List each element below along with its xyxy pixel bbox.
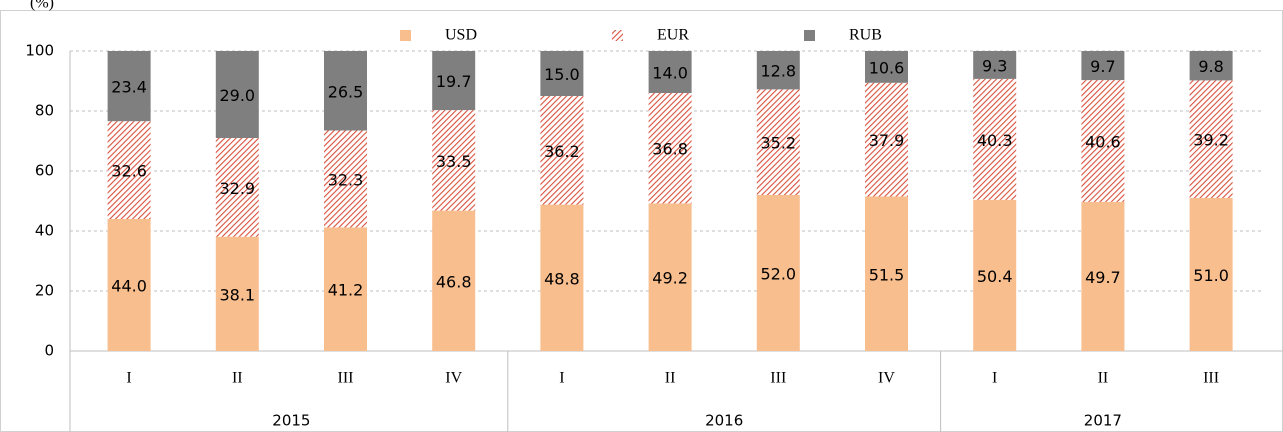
data-label: 49.2: [652, 269, 688, 288]
legend-label: EUR: [657, 27, 689, 44]
legend-swatch: [804, 30, 815, 41]
data-label: 50.4: [977, 267, 1013, 286]
legend-label: USD: [445, 27, 477, 44]
data-label: 12.8: [760, 62, 796, 81]
data-label: 9.7: [1090, 57, 1115, 76]
data-label: 46.8: [436, 272, 472, 291]
bar-segment: [107, 51, 151, 122]
data-label: 9.8: [1198, 57, 1223, 76]
data-label: 41.2: [328, 281, 364, 300]
x-tick-label: IV: [878, 370, 895, 387]
y-tick-label: 100: [25, 42, 54, 60]
bar-segment: [324, 51, 367, 131]
data-label: 19.7: [436, 72, 472, 91]
data-label: 15.0: [544, 65, 580, 84]
data-label: 9.3: [982, 56, 1007, 75]
bar-segment: [865, 196, 908, 351]
bar-segment: [648, 93, 692, 204]
data-label: 51.5: [869, 265, 905, 284]
bar-segment: [973, 51, 1017, 79]
bar-segment: [973, 78, 1017, 200]
bar-segment: [215, 51, 259, 138]
x-tick-label: III: [1203, 370, 1219, 387]
bar-segment: [540, 51, 584, 96]
x-tick-label: III: [770, 370, 786, 387]
legend-label: RUB: [849, 27, 882, 44]
bar-segment: [648, 51, 692, 93]
bar-segment: [1189, 51, 1233, 81]
bar-segment: [1189, 198, 1233, 351]
data-label: 39.2: [1193, 131, 1229, 150]
legend-swatch: [612, 30, 623, 41]
data-label: 26.5: [328, 82, 364, 101]
x-tick-label: II: [665, 370, 676, 387]
x-tick-label: I: [992, 370, 997, 387]
bar-segment: [432, 110, 476, 211]
data-label: 14.0: [652, 64, 688, 83]
bar-segment: [107, 121, 151, 219]
x-tick-label: IV: [445, 370, 462, 387]
data-label: 48.8: [544, 269, 580, 288]
bar-segment: [432, 51, 476, 111]
bar-segment: [107, 219, 151, 351]
x-tick-label: II: [1098, 370, 1109, 387]
x-tick-label: III: [338, 370, 354, 387]
bar-segment: [865, 82, 908, 197]
group-label: 2016: [705, 412, 743, 430]
bar-segment: [756, 51, 800, 90]
group-label: 2017: [1084, 412, 1122, 430]
group-label: 2015: [272, 412, 310, 430]
data-label: 37.9: [869, 131, 905, 150]
data-label: 52.0: [760, 265, 796, 284]
bar-segment: [215, 236, 259, 351]
bar-segment: [432, 210, 476, 351]
bar-segment: [756, 195, 800, 351]
y-tick-label: 20: [35, 282, 54, 300]
data-label: 33.5: [436, 152, 472, 171]
y-unit: (%): [30, 0, 54, 12]
legend-swatch: [400, 30, 411, 41]
y-tick-label: 0: [44, 342, 54, 360]
data-label: 35.2: [760, 134, 796, 153]
x-tick-label: I: [559, 370, 564, 387]
bar-segment: [648, 203, 692, 351]
data-label: 40.3: [977, 131, 1013, 150]
bar-segment: [1189, 80, 1233, 198]
data-label: 32.3: [328, 170, 364, 189]
data-label: 29.0: [219, 86, 255, 105]
y-tick-label: 60: [35, 162, 54, 180]
data-label: 44.0: [111, 277, 147, 296]
data-label: 38.1: [219, 285, 255, 304]
data-label: 40.6: [1085, 133, 1121, 152]
bar-segment: [215, 138, 259, 237]
bar-segment: [865, 51, 908, 83]
data-label: 36.8: [652, 140, 688, 159]
data-label: 10.6: [869, 58, 905, 77]
bar-segment: [540, 204, 584, 351]
data-label: 36.2: [544, 142, 580, 161]
data-label: 23.4: [111, 78, 147, 97]
y-tick-label: 80: [35, 102, 54, 120]
bar-segment: [973, 199, 1017, 351]
data-label: 49.7: [1085, 268, 1121, 287]
x-tick-label: I: [126, 370, 131, 387]
data-label: 32.9: [219, 179, 255, 198]
bar-segment: [324, 130, 367, 228]
bar-segment: [1081, 51, 1125, 81]
data-label: 32.6: [111, 162, 147, 181]
bar-segment: [540, 96, 584, 205]
bar-segment: [324, 227, 367, 351]
bar-segment: [756, 89, 800, 195]
bar-segment: [1081, 80, 1125, 202]
y-tick-label: 40: [35, 222, 54, 240]
data-label: 51.0: [1193, 266, 1229, 285]
x-tick-label: II: [232, 370, 243, 387]
bar-segment: [1081, 201, 1125, 351]
